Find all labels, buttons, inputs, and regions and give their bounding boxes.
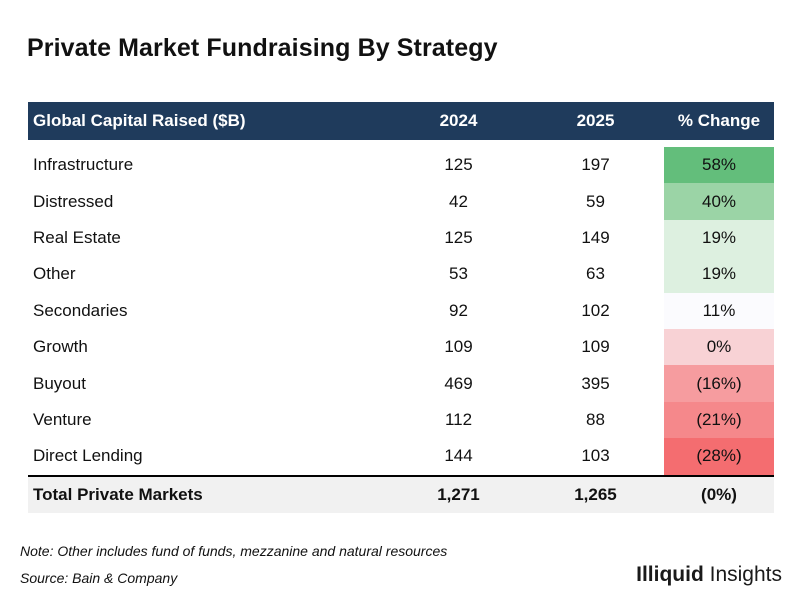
chart-title: Private Market Fundraising By Strategy <box>27 34 498 62</box>
change-cell: (16%) <box>664 365 774 402</box>
table-row: Growth 109 109 0% <box>28 328 774 366</box>
value-2025: 197 <box>581 155 610 175</box>
header-spacer <box>28 140 774 147</box>
brand-regular: Insights <box>703 563 782 586</box>
change-cell: 40% <box>664 183 774 220</box>
table-row: Venture 112 88 (21%) <box>28 401 774 439</box>
column-header-2025: 2025 <box>527 102 664 140</box>
value-2025: 149 <box>581 227 610 247</box>
value-2024: 109 <box>444 337 473 357</box>
footnote: Note: Other includes fund of funds, mezz… <box>20 543 448 559</box>
column-header-2024: 2024 <box>390 102 527 140</box>
value-2024: 42 <box>449 191 468 211</box>
change-cell: (28%) <box>664 438 774 476</box>
row-label: Venture <box>33 409 92 429</box>
table-row: Buyout 469 395 (16%) <box>28 365 774 402</box>
change-cell: 19% <box>664 256 774 293</box>
row-label: Real Estate <box>33 227 121 247</box>
value-2024: 53 <box>449 264 468 284</box>
spacer-cell <box>28 140 774 147</box>
table-row: Infrastructure 125 197 58% <box>28 147 774 184</box>
row-label: Growth <box>33 337 88 357</box>
total-label: Total Private Markets <box>28 474 390 513</box>
header-row: Global Capital Raised ($B) 2024 2025 % C… <box>28 102 774 140</box>
total-2025: 1,265 <box>527 474 664 513</box>
source-note: Source: Bain & Company <box>20 570 178 586</box>
value-2024: 92 <box>449 300 468 320</box>
row-label: Buyout <box>33 373 86 393</box>
total-2024: 1,271 <box>390 474 527 513</box>
table-row: Other 53 63 19% <box>28 256 774 293</box>
row-label: Direct Lending <box>33 446 143 466</box>
fundraising-table: Global Capital Raised ($B) 2024 2025 % C… <box>28 102 774 513</box>
value-2025: 59 <box>586 191 605 211</box>
table-row: Real Estate 125 149 19% <box>28 219 774 257</box>
value-2024: 125 <box>444 227 473 247</box>
value-2024: 125 <box>444 155 473 175</box>
row-label: Secondaries <box>33 300 128 320</box>
row-label: Distressed <box>33 191 114 211</box>
brand-bold: Illiquid <box>636 563 704 586</box>
row-label: Infrastructure <box>33 155 134 175</box>
column-header-strategy: Global Capital Raised ($B) <box>28 102 390 140</box>
row-label: Other <box>33 264 76 284</box>
table-row: Secondaries 92 102 11% <box>28 292 774 329</box>
value-2024: 144 <box>444 446 473 466</box>
value-2025: 103 <box>581 446 610 466</box>
value-2025: 109 <box>581 337 610 357</box>
table-row: Direct Lending 144 103 (28%) <box>28 438 774 476</box>
value-2025: 102 <box>581 300 610 320</box>
total-change: (0%) <box>664 474 774 513</box>
change-cell: 58% <box>664 147 774 184</box>
value-2024: 469 <box>444 373 473 393</box>
value-2025: 395 <box>581 373 610 393</box>
table-row: Distressed 42 59 40% <box>28 183 774 220</box>
change-cell: 11% <box>664 292 774 329</box>
value-2024: 112 <box>444 409 473 429</box>
value-2025: 88 <box>586 409 605 429</box>
value-2025: 63 <box>586 264 605 284</box>
brand-logo: Illiquid Insights <box>636 563 782 587</box>
change-cell: (21%) <box>664 401 774 439</box>
column-header-change: % Change <box>664 102 774 140</box>
change-cell: 0% <box>664 328 774 366</box>
change-cell: 19% <box>664 219 774 257</box>
total-row: Total Private Markets 1,271 1,265 (0%) <box>28 474 774 513</box>
